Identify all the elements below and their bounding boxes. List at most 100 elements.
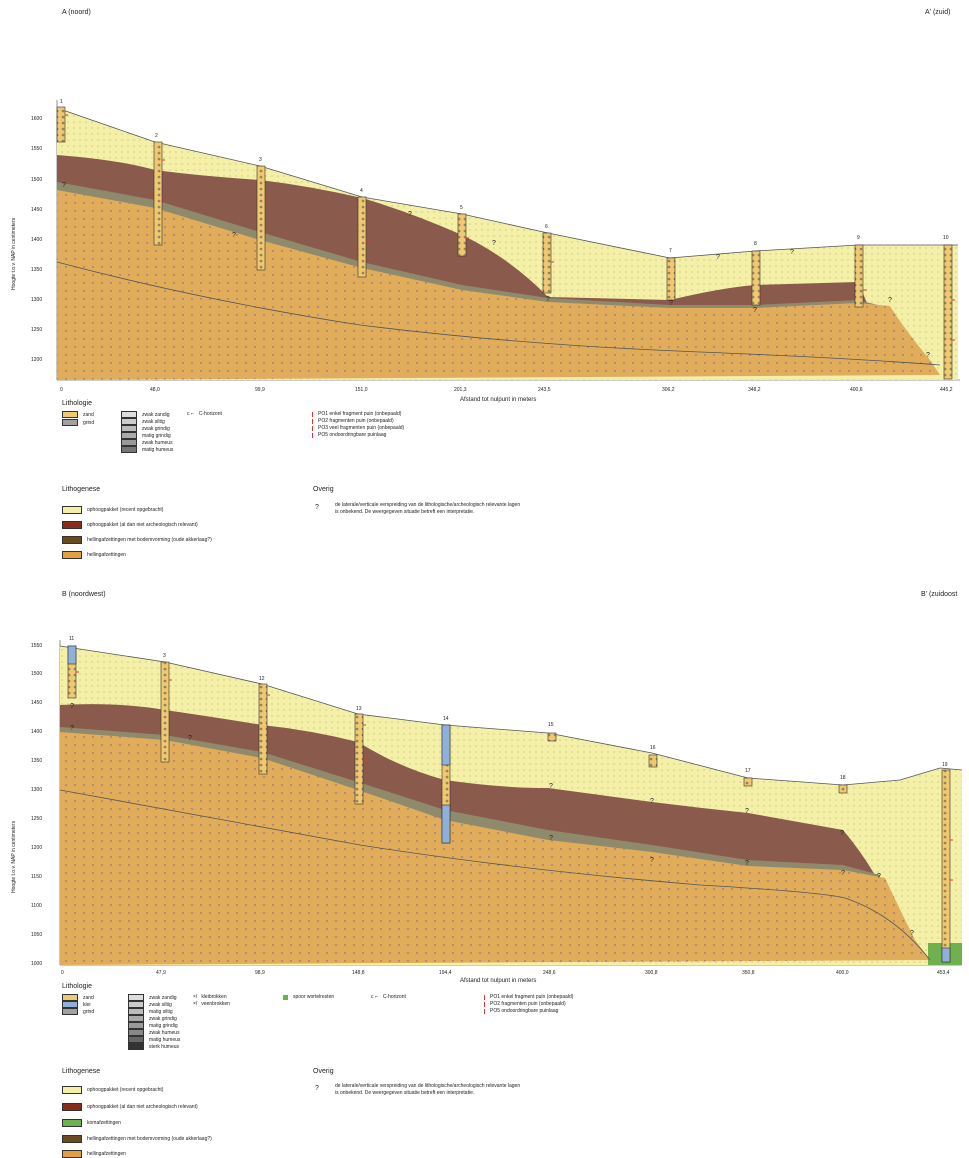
ytick-label: 1550 [31, 146, 43, 152]
section-b-xlabel: Afstand tot nulpunt in meters [460, 978, 537, 984]
section-a-lithology-title: Lithologie [62, 400, 92, 407]
section-b-title-left: B (noordwest) [62, 591, 106, 598]
ytick-label: 1300 [31, 787, 43, 793]
unknown-mark: ? [753, 307, 757, 314]
unknown-mark: ? [716, 254, 720, 261]
ytick-label: 1350 [31, 267, 43, 273]
swatch [62, 419, 78, 426]
unknown-mark: ? [841, 870, 845, 877]
xtick-label: 348,2 [748, 387, 761, 393]
borehole-number: 3 [163, 653, 166, 659]
borehole-number: 4 [360, 188, 363, 194]
xtick-label: 300,8 [645, 970, 658, 976]
unknown-mark: ? [790, 249, 794, 256]
ytick-label: 1100 [31, 903, 42, 909]
borehole-number: 14 [443, 716, 449, 722]
section-b-ylabel: Hoogte t.o.v. NAP in centimeters [11, 820, 17, 893]
unknown-mark: ? [408, 211, 412, 218]
legend-c-horizon: c ⌐ C-horizont [187, 411, 222, 417]
section-a-genesis-title: Lithogenese [62, 486, 101, 493]
ytick-label: 1450 [31, 207, 43, 213]
borehole-number: 5 [460, 205, 463, 211]
section-b-other-symbol: ? [315, 1085, 319, 1092]
section-b-other-line1: de laterale/verticale verspreiding van d… [335, 1083, 521, 1089]
unknown-mark: ? [549, 835, 553, 842]
ytick-label: 1550 [31, 643, 43, 649]
xtick-label: 248,6 [543, 970, 556, 976]
legend-grind: grind [62, 419, 94, 426]
borehole-number: 8 [754, 241, 757, 247]
xtick-label: 350,8 [742, 970, 755, 976]
section-a-other-line2: is onbekend. De weergegeven situatie bet… [335, 509, 475, 515]
section-a-title-right: A' (zuid) [925, 9, 951, 16]
cross-section-b [59, 640, 963, 966]
section-b-lithology-title: Lithologie [62, 983, 92, 990]
unknown-mark: ? [546, 296, 550, 303]
section-b-other-line2: is onbekend. De weergegeven situatie bet… [335, 1090, 475, 1096]
unknown-mark: ? [549, 783, 553, 790]
xtick-label: 445,2 [940, 387, 953, 393]
borehole-number: 12 [259, 676, 265, 682]
unknown-mark: ? [650, 857, 654, 864]
borehole-column [256, 165, 266, 271]
xtick-label: 99,9 [255, 387, 265, 393]
borehole-column [357, 196, 367, 278]
xtick-label: 194,4 [439, 970, 452, 976]
unknown-mark: ? [232, 232, 236, 239]
section-a-other-symbol: ? [315, 504, 319, 511]
ytick-label: 1200 [31, 845, 43, 851]
unknown-mark: ? [70, 725, 74, 732]
xtick-label: 0 [60, 387, 63, 393]
unknown-mark: ? [877, 873, 881, 880]
borehole-number: 9 [857, 235, 860, 241]
section-a-ylabel: Hoogte t.o.v. NAP in centimeters [11, 217, 17, 290]
xtick-label: 148,8 [352, 970, 365, 976]
legend-roots: spoor wortelresten [283, 994, 334, 1000]
section-a-xlabel: Afstand tot nulpunt in meters [460, 397, 537, 403]
unknown-mark: ? [188, 735, 192, 742]
ytick-label: 1400 [31, 237, 43, 243]
borehole-column [666, 257, 676, 301]
xtick-label: 453,4 [937, 970, 950, 976]
ytick-label: 1500 [31, 177, 43, 183]
xtick-label: 400,6 [850, 387, 863, 393]
section-b-title-right: B' (zuidoost [921, 591, 958, 598]
unknown-mark: ? [745, 860, 749, 867]
unknown-mark: ? [840, 830, 844, 837]
borehole-number: 13 [356, 706, 362, 712]
unknown-mark: ? [888, 297, 892, 304]
unknown-mark: ? [926, 352, 930, 359]
ytick-label: 1200 [31, 357, 43, 363]
borehole-column [153, 141, 163, 246]
borehole-number: 10 [943, 235, 949, 241]
borehole-number: 3 [259, 157, 262, 163]
ytick-label: 1350 [31, 758, 43, 764]
borehole-number: 7 [669, 248, 672, 254]
section-b-other-title: Overig [313, 1068, 334, 1075]
borehole-column [56, 106, 66, 143]
borehole-number: 17 [745, 768, 751, 774]
unknown-mark: ? [669, 300, 673, 307]
unknown-mark: ? [62, 182, 66, 189]
borehole-column [751, 250, 761, 306]
borehole-number: 18 [840, 775, 846, 781]
xtick-label: 0 [61, 970, 64, 976]
borehole-number: 1 [60, 99, 63, 105]
borehole-column [542, 232, 552, 294]
borehole-column [457, 213, 467, 257]
xtick-label: 47,9 [156, 970, 166, 976]
swatch [62, 411, 78, 418]
legend-zand: zand [62, 411, 94, 418]
xtick-label: 98,9 [255, 970, 265, 976]
cross-section-a [56, 100, 960, 381]
borehole-number: 19 [942, 762, 948, 768]
borehole-number: 2 [155, 133, 158, 139]
section-a-title-left: A (noord) [62, 9, 91, 16]
xtick-label: 306,2 [662, 387, 675, 393]
ytick-label: 1500 [31, 671, 43, 677]
section-a-other-title: Overig [313, 486, 334, 493]
ytick-label: 1400 [31, 729, 43, 735]
xtick-label: 48,0 [150, 387, 160, 393]
ytick-label: 1150 [31, 874, 42, 880]
section-a-other-line1: de laterale/verticale verspreiding van d… [335, 502, 521, 508]
